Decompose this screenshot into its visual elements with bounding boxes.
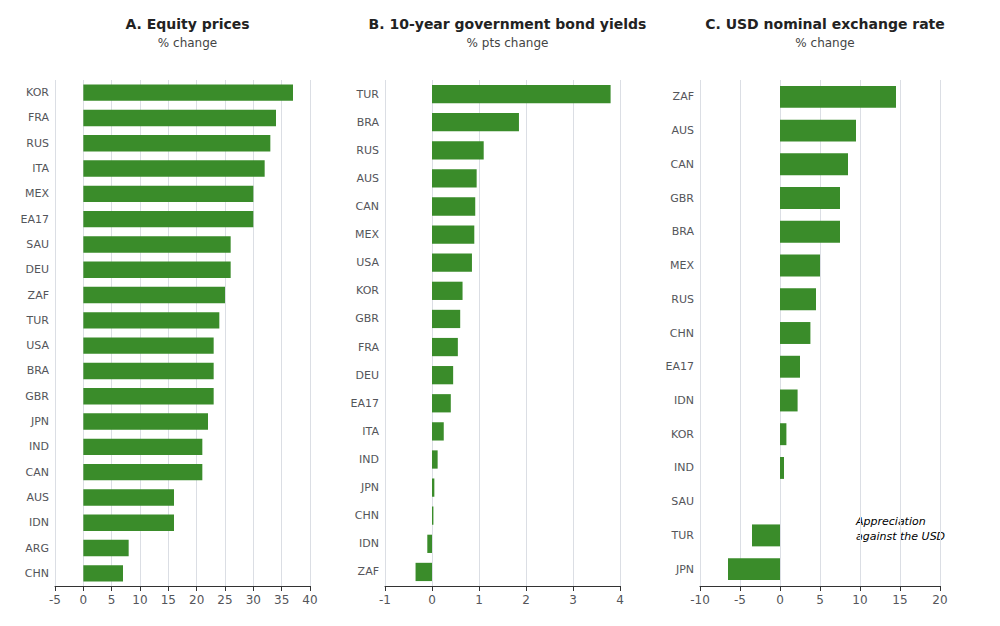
svg-text:ZAF: ZAF (358, 565, 379, 578)
svg-text:ARG: ARG (25, 542, 49, 555)
svg-text:JPN: JPN (30, 415, 49, 428)
svg-text:KOR: KOR (26, 86, 49, 99)
svg-text:1: 1 (475, 593, 483, 607)
svg-text:-5: -5 (734, 593, 746, 607)
svg-text:BRA: BRA (27, 364, 50, 377)
svg-text:0: 0 (428, 593, 436, 607)
svg-text:% change: % change (795, 36, 854, 50)
svg-text:BRA: BRA (357, 116, 380, 129)
svg-text:USA: USA (26, 339, 49, 352)
svg-text:SAU: SAU (671, 495, 694, 508)
svg-text:USA: USA (356, 256, 379, 269)
svg-text:MEX: MEX (670, 259, 694, 272)
svg-text:C. USD nominal exchange rate: C. USD nominal exchange rate (705, 16, 945, 32)
svg-text:Appreciation: Appreciation (855, 515, 926, 528)
svg-text:CAN: CAN (356, 200, 379, 213)
svg-text:JPN: JPN (360, 481, 379, 494)
svg-text:EA17: EA17 (666, 360, 694, 373)
svg-text:GBR: GBR (25, 390, 49, 403)
svg-text:-1: -1 (379, 593, 391, 607)
svg-text:20: 20 (932, 593, 947, 607)
svg-text:15: 15 (892, 593, 907, 607)
svg-text:GBR: GBR (670, 192, 694, 205)
svg-text:FRA: FRA (358, 341, 380, 354)
svg-text:% pts change: % pts change (467, 36, 549, 50)
svg-text:IND: IND (359, 453, 379, 466)
svg-text:RUS: RUS (671, 293, 694, 306)
svg-text:TUR: TUR (26, 314, 50, 327)
svg-text:IND: IND (29, 440, 49, 453)
svg-text:IDN: IDN (359, 537, 379, 550)
svg-text:KOR: KOR (356, 284, 379, 297)
svg-text:ITA: ITA (362, 425, 379, 438)
svg-text:CAN: CAN (671, 158, 694, 171)
svg-text:IND: IND (674, 461, 694, 474)
svg-text:DEU: DEU (26, 263, 49, 276)
svg-text:AUS: AUS (671, 124, 694, 137)
svg-text:35: 35 (274, 593, 289, 607)
svg-text:5: 5 (108, 593, 116, 607)
svg-text:-5: -5 (49, 593, 61, 607)
svg-text:4: 4 (616, 593, 624, 607)
svg-text:ITA: ITA (32, 162, 49, 175)
svg-text:A. Equity prices: A. Equity prices (125, 16, 249, 32)
svg-text:MEX: MEX (25, 187, 49, 200)
svg-text:0: 0 (80, 593, 88, 607)
svg-text:AUS: AUS (356, 172, 379, 185)
svg-text:TUR: TUR (671, 529, 695, 542)
svg-text:BRA: BRA (672, 225, 695, 238)
svg-text:15: 15 (161, 593, 176, 607)
svg-text:EA17: EA17 (21, 213, 49, 226)
svg-text:% change: % change (158, 36, 217, 50)
svg-text:RUS: RUS (356, 144, 379, 157)
svg-text:30: 30 (246, 593, 261, 607)
svg-text:3: 3 (569, 593, 577, 607)
svg-text:RUS: RUS (26, 137, 49, 150)
svg-text:KOR: KOR (671, 428, 694, 441)
svg-text:2: 2 (522, 593, 530, 607)
svg-text:ZAF: ZAF (28, 289, 49, 302)
svg-text:TUR: TUR (356, 88, 380, 101)
svg-text:IDN: IDN (674, 394, 694, 407)
svg-text:CHN: CHN (670, 327, 694, 340)
svg-text:JPN: JPN (675, 563, 694, 576)
svg-text:25: 25 (217, 593, 232, 607)
svg-text:against the USD: against the USD (856, 530, 946, 544)
svg-text:20: 20 (189, 593, 204, 607)
svg-text:10: 10 (852, 593, 867, 607)
svg-text:5: 5 (816, 593, 824, 607)
svg-text:FRA: FRA (28, 111, 50, 124)
svg-text:10: 10 (132, 593, 147, 607)
svg-text:40: 40 (302, 593, 317, 607)
svg-text:GBR: GBR (355, 312, 379, 325)
svg-text:CAN: CAN (26, 466, 49, 479)
svg-text:IDN: IDN (29, 516, 49, 529)
svg-text:ZAF: ZAF (673, 90, 694, 103)
svg-text:B. 10-year government bond yie: B. 10-year government bond yields (369, 16, 647, 32)
svg-text:CHN: CHN (355, 509, 379, 522)
svg-text:CHN: CHN (25, 567, 49, 580)
svg-text:SAU: SAU (26, 238, 49, 251)
svg-text:0: 0 (776, 593, 784, 607)
svg-text:-10: -10 (690, 593, 710, 607)
svg-text:AUS: AUS (26, 491, 49, 504)
svg-text:MEX: MEX (355, 228, 379, 241)
svg-text:DEU: DEU (356, 369, 379, 382)
svg-text:EA17: EA17 (351, 397, 379, 410)
